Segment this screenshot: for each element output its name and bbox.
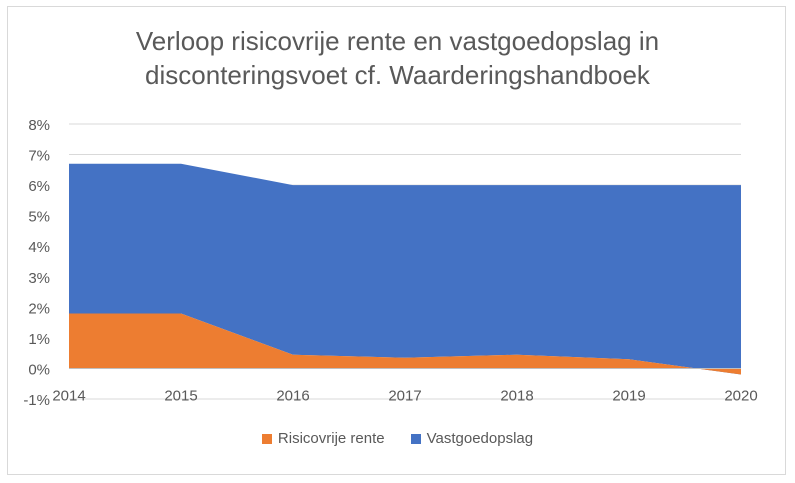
chart-title-line-1: Verloop risicovrije rente en vastgoedops… (135, 26, 660, 56)
y-tick-label: 3% (28, 270, 50, 287)
x-tick-label: 2020 (724, 387, 757, 404)
chart-title: Verloop risicovrije rente en vastgoedops… (0, 24, 795, 92)
chart-legend: Risicovrije rente Vastgoedopslag (0, 430, 795, 447)
x-tick-label: 2017 (388, 387, 421, 404)
legend-label-vastgoedopslag: Vastgoedopslag (426, 430, 534, 447)
x-tick-label: 2018 (500, 387, 533, 404)
y-tick-label: 0% (28, 361, 50, 378)
y-tick-label: 7% (28, 148, 50, 165)
x-tick-label: 2014 (52, 387, 85, 404)
legend-label-risicovrije-rente: Risicovrije rente (277, 430, 385, 447)
legend-item-risicovrije-rente: Risicovrije rente (261, 430, 385, 447)
y-tick-label: 1% (28, 331, 50, 348)
y-tick-label: 2% (28, 300, 50, 317)
area-vastgoedopslag (69, 163, 741, 375)
y-tick-label: 5% (28, 209, 50, 226)
x-tick-label: 2016 (276, 387, 309, 404)
legend-item-vastgoedopslag: Vastgoedopslag (410, 430, 534, 447)
y-tick-label: 6% (28, 178, 50, 195)
legend-swatch-risicovrije-rente (261, 433, 272, 444)
y-tick-label: -1% (23, 392, 50, 409)
legend-swatch-vastgoedopslag (410, 433, 421, 444)
chart-title-line-2: disconteringsvoet cf. Waarderingshandboe… (145, 60, 650, 90)
x-tick-label: 2015 (164, 387, 197, 404)
x-tick-label: 2019 (612, 387, 645, 404)
y-tick-label: 4% (28, 239, 50, 256)
y-tick-label: 8% (28, 117, 50, 134)
area-risicovrije-rente (69, 313, 741, 375)
